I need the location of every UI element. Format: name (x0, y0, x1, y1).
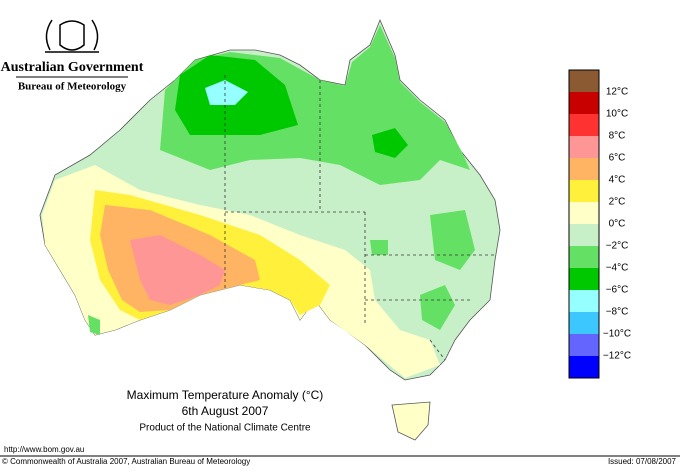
coat-of-arms (45, 19, 99, 53)
legend-swatch (569, 268, 599, 290)
legend-label: 6°C (609, 153, 626, 164)
legend-swatch (569, 180, 599, 202)
legend-label: 8°C (609, 131, 626, 142)
legend-label: −4°C (606, 263, 629, 274)
legend-label: 10°C (606, 109, 628, 120)
legend-swatch (569, 334, 599, 356)
legend-label: 4°C (609, 175, 626, 186)
legend-swatch (569, 70, 599, 92)
legend-label: −12°C (603, 351, 631, 362)
url: http://www.bom.gov.au (4, 445, 84, 454)
legend-label: −2°C (606, 241, 629, 252)
agency: Australian Government (1, 60, 144, 75)
legend-label: 0°C (609, 219, 626, 230)
legend-swatch (569, 202, 599, 224)
australia-map (39, 18, 501, 441)
legend-label: 2°C (609, 197, 626, 208)
legend-frame (568, 69, 600, 379)
legend: 12°C 10°C 8°C 6°C 4°C 2°C 0°C −2°C −4°C −6°C −8°C −… (568, 69, 631, 379)
legend-swatch (569, 114, 599, 136)
bureau: Bureau of Meteorology (18, 81, 127, 93)
legend-label: −8°C (606, 307, 629, 318)
legend-swatch (569, 224, 599, 246)
legend-swatch (569, 312, 599, 334)
legend-swatch (569, 246, 599, 268)
legend-swatch (569, 136, 599, 158)
legend-swatch (569, 158, 599, 180)
issued: Issued: 07/08/2007 (608, 457, 677, 466)
copyright: © Commonwealth of Australia 2007, Austra… (2, 457, 250, 466)
map-date: 6th August 2007 (182, 404, 269, 418)
legend-swatch (569, 356, 599, 378)
legend-swatch (569, 92, 599, 114)
map-product: Product of the National Climate Centre (139, 423, 311, 434)
legend-swatch (569, 290, 599, 312)
legend-label: −6°C (606, 285, 629, 296)
map-title: Maximum Temperature Anomaly (°C) (127, 388, 324, 402)
legend-label: −10°C (603, 329, 631, 340)
legend-label: 12°C (606, 87, 628, 98)
